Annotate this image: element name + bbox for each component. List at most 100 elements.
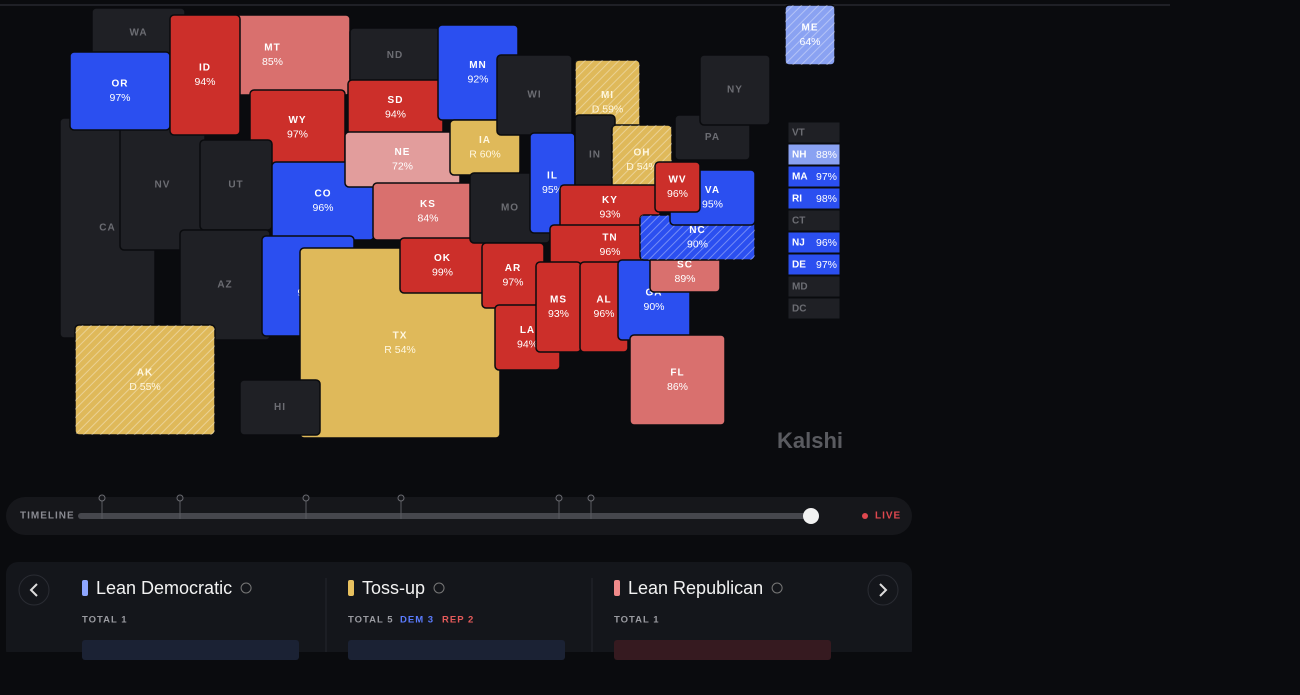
map: WACANVOR97%MT85%ID94%WY97%UTAZCO96%NM93%… (59, 4, 841, 439)
panel-card[interactable] (348, 640, 565, 660)
panel-card[interactable] (82, 640, 299, 660)
live-label: LIVE (875, 511, 901, 522)
state-abbr: IL (547, 171, 558, 182)
small-state-abbr: CT (792, 216, 805, 227)
state-pct: 72% (392, 160, 413, 172)
brand: Kalshi (777, 428, 843, 453)
state-pct: 94% (194, 76, 215, 88)
state-abbr: NY (727, 85, 743, 96)
panel (6, 562, 912, 662)
state-abbr: PA (705, 132, 720, 143)
state-abbr: WA (129, 28, 147, 39)
timeline-label: TIMELINE (20, 511, 75, 522)
state-pct: 97% (287, 128, 308, 140)
info-icon[interactable] (240, 582, 252, 594)
state-hatch (640, 215, 755, 260)
info-icon[interactable] (433, 582, 445, 594)
small-state-abbr: NH (792, 150, 806, 161)
small-state[interactable] (787, 253, 841, 276)
state[interactable] (699, 54, 771, 126)
timeline-marker[interactable] (302, 494, 310, 502)
state-pct: 95% (542, 184, 563, 196)
timeline-marker[interactable] (98, 494, 106, 502)
state-abbr: CO (315, 189, 332, 200)
small-state[interactable] (787, 231, 841, 254)
timeline-marker[interactable] (176, 494, 184, 502)
state-hatch (785, 5, 835, 65)
state-abbr: CA (99, 223, 115, 234)
state-abbr: SC (677, 260, 693, 271)
state-abbr: FL (670, 368, 684, 379)
state-pct: 94% (385, 108, 406, 120)
state-abbr: WI (527, 90, 541, 101)
swatch (614, 580, 620, 596)
timeline-marker[interactable] (555, 494, 563, 502)
small-state-pct: 98% (816, 193, 837, 205)
small-state[interactable] (787, 165, 841, 188)
state-pct: 90% (687, 238, 708, 250)
panel-total: TOTAL 1 (82, 615, 128, 626)
prev-button[interactable] (18, 574, 50, 606)
timeline-ticks (98, 494, 595, 519)
timeline-marker[interactable] (397, 494, 405, 502)
state-pct: 96% (599, 246, 620, 258)
state-pct: D 59% (592, 103, 624, 115)
state-abbr: SD (388, 95, 404, 106)
panel-dem: DEM 3 (400, 615, 434, 626)
panel-title: Toss-up (362, 578, 425, 598)
state-pct: 92% (467, 73, 488, 85)
panel-rep: REP 2 (442, 615, 474, 626)
state-abbr: WY (288, 115, 306, 126)
state[interactable] (239, 379, 321, 436)
small-state[interactable] (787, 187, 841, 210)
state-abbr: LA (520, 325, 535, 336)
state-pct: 96% (593, 308, 614, 320)
small-state-pct: 97% (816, 171, 837, 183)
state-abbr: MO (501, 203, 519, 214)
state-pct: 90% (643, 301, 664, 313)
live-dot (862, 513, 868, 519)
state-abbr: AL (596, 295, 611, 306)
state-abbr: NV (155, 180, 171, 191)
state-abbr: HI (274, 402, 286, 413)
state[interactable] (169, 14, 241, 136)
state-abbr: VA (705, 185, 720, 196)
panel-columns: Lean Democratic TOTAL 1 Toss-up TOTAL 5 DEM … (82, 578, 831, 660)
state-abbr: NE (395, 147, 411, 158)
timeline-thumb[interactable] (803, 508, 819, 524)
small-state-abbr: DE (792, 260, 806, 271)
state-abbr: ME (802, 23, 819, 34)
timeline-marker[interactable] (587, 494, 595, 502)
state[interactable] (629, 334, 726, 426)
state[interactable] (654, 161, 701, 213)
panel-total: TOTAL 1 (614, 615, 660, 626)
state-pct: 84% (417, 212, 438, 224)
state-pct: 96% (667, 188, 688, 200)
small-state[interactable] (787, 121, 841, 144)
state-abbr: MS (550, 295, 567, 306)
small-state[interactable] (787, 143, 841, 166)
state-pct: D 54% (626, 161, 658, 173)
small-state-abbr: MA (792, 172, 808, 183)
state-abbr: NC (689, 225, 705, 236)
state-abbr: MI (601, 90, 614, 101)
state-abbr: OK (434, 253, 451, 264)
small-state[interactable] (787, 209, 841, 232)
state-abbr: WV (668, 175, 686, 186)
swatch (82, 580, 88, 596)
next-button[interactable] (867, 574, 899, 606)
small-state[interactable] (787, 275, 841, 298)
timeline-track[interactable] (78, 513, 812, 519)
state-abbr: ND (387, 50, 403, 61)
small-state-pct: 96% (816, 237, 837, 249)
state-pct: 85% (262, 56, 283, 68)
state-abbr: IA (479, 135, 491, 146)
state-pct: 99% (432, 266, 453, 278)
small-state[interactable] (787, 297, 841, 320)
prev-icon (29, 583, 38, 597)
info-icon[interactable] (771, 582, 783, 594)
state-pct: 93% (548, 308, 569, 320)
panel-card[interactable] (614, 640, 831, 660)
